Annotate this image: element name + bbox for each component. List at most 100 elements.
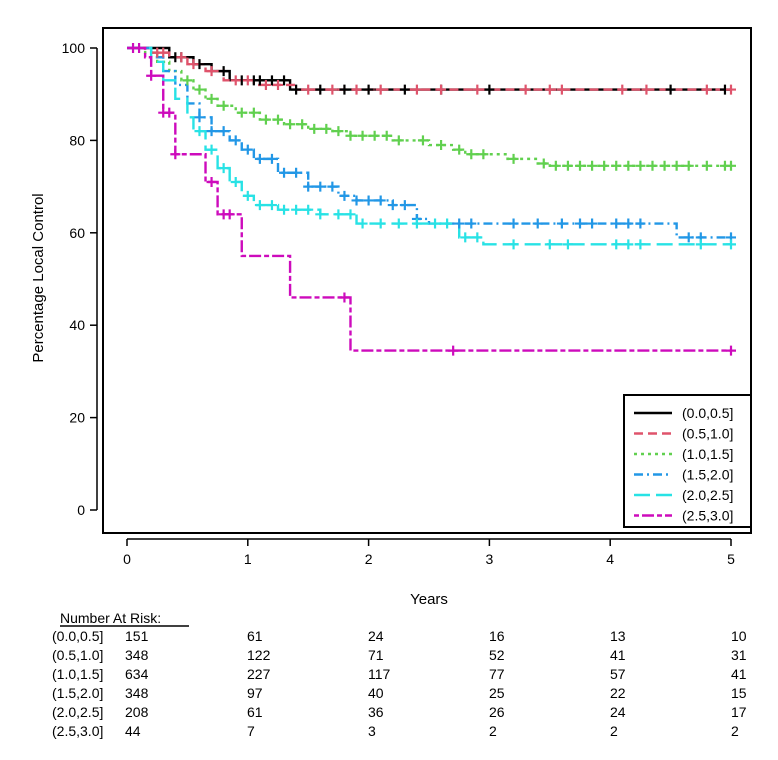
risk-cell: 24 [610, 704, 626, 720]
censor-mark [351, 84, 362, 95]
censor-mark [695, 239, 706, 250]
censor-mark [375, 218, 386, 229]
series-line-4 [127, 46, 731, 239]
censor-mark [544, 84, 555, 95]
censor-mark [134, 43, 145, 53]
censor-mark [303, 84, 314, 95]
censor-mark [472, 84, 483, 95]
risk-cell: 151 [125, 628, 149, 644]
risk-cell: 31 [731, 647, 747, 663]
plot-frame [102, 27, 752, 534]
censor-mark [641, 84, 652, 95]
censor-mark [599, 160, 610, 171]
censor-mark [375, 195, 386, 206]
censor-mark [315, 181, 326, 192]
censor-mark [254, 200, 265, 211]
censor-mark [375, 84, 386, 95]
legend-label: (1.0,1.5] [682, 446, 733, 462]
censor-mark [266, 200, 277, 211]
censor-mark [393, 135, 404, 146]
censor-mark [158, 47, 169, 58]
risk-cell: 77 [489, 666, 505, 682]
censor-mark [218, 126, 229, 137]
censor-mark [647, 160, 658, 171]
censor-mark [321, 123, 332, 134]
censor-mark [532, 218, 543, 229]
series-line-6 [127, 46, 731, 352]
censor-mark [224, 209, 235, 220]
censor-mark [170, 149, 181, 160]
legend-label: (0.5,1.0] [682, 426, 733, 442]
x-tick-label: 2 [365, 551, 373, 567]
legend-label: (2.5,3.0] [682, 508, 733, 524]
risk-cell: 2 [489, 723, 497, 739]
censor-mark [587, 218, 598, 229]
y-tick-label: 40 [69, 317, 85, 333]
censor-mark [472, 232, 483, 243]
censor-mark [617, 84, 628, 95]
censor-mark [623, 160, 634, 171]
risk-row-label: (0.0,0.5] [52, 628, 103, 644]
legend: (0.0,0.5] (0.5,1.0] (1.0,1.5] (1.5,2.0] (2.0… [623, 394, 752, 528]
censor-mark [399, 84, 410, 95]
risk-cell: 17 [731, 704, 747, 720]
censor-mark [188, 59, 199, 70]
risk-cell: 61 [247, 704, 263, 720]
censor-mark [218, 66, 229, 77]
censor-mark [357, 218, 368, 229]
legend-box [623, 394, 752, 528]
censor-mark [550, 160, 561, 171]
censor-mark [291, 204, 302, 215]
censor-mark [683, 232, 694, 243]
censor-mark [726, 345, 736, 356]
risk-cell: 24 [368, 628, 384, 644]
censor-mark [254, 153, 265, 164]
risk-cell: 7 [247, 723, 255, 739]
censor-mark [309, 123, 320, 134]
censor-mark [683, 160, 694, 171]
risk-cell: 10 [731, 628, 747, 644]
risk-cell: 3 [368, 723, 376, 739]
censor-mark [417, 135, 428, 146]
survival-curves [127, 46, 731, 352]
censor-mark [315, 209, 326, 220]
risk-cell: 13 [610, 628, 626, 644]
censor-mark [357, 130, 368, 141]
censor-mark [291, 167, 302, 178]
censor-mark [454, 144, 465, 155]
censor-mark [164, 107, 175, 118]
censor-mark [575, 160, 585, 171]
censor-mark [430, 218, 441, 229]
censor-mark [206, 176, 217, 187]
censor-mark [279, 167, 290, 178]
censor-mark [363, 195, 374, 206]
censor-mark [411, 218, 422, 229]
risk-cell: 97 [247, 685, 263, 701]
legend-label: (0.0,0.5] [682, 405, 733, 421]
censor-mark [411, 84, 422, 95]
censor-mark [466, 149, 477, 160]
risk-cell: 57 [610, 666, 626, 682]
risk-cell: 61 [247, 628, 263, 644]
censor-mark [242, 75, 253, 86]
censor-mark [671, 160, 682, 171]
risk-cell: 26 [489, 704, 505, 720]
censor-mark [611, 239, 622, 250]
risk-table-title: Number At Risk: [60, 610, 161, 626]
risk-cell: 2 [610, 723, 618, 739]
censor-mark [206, 66, 217, 77]
censor-mark [544, 239, 555, 250]
censor-mark [248, 107, 259, 118]
y-tick-label: 60 [69, 225, 85, 241]
censor-mark [351, 195, 362, 206]
risk-cell: 36 [368, 704, 384, 720]
censor-mark [333, 209, 344, 220]
censor-mark [206, 126, 217, 137]
censor-mark [635, 218, 646, 229]
censor-mark [635, 239, 646, 250]
censor-mark [454, 218, 465, 229]
risk-cell: 41 [731, 666, 747, 682]
censor-mark [230, 135, 241, 146]
censor-mark [562, 239, 573, 250]
censor-mark [363, 84, 374, 95]
